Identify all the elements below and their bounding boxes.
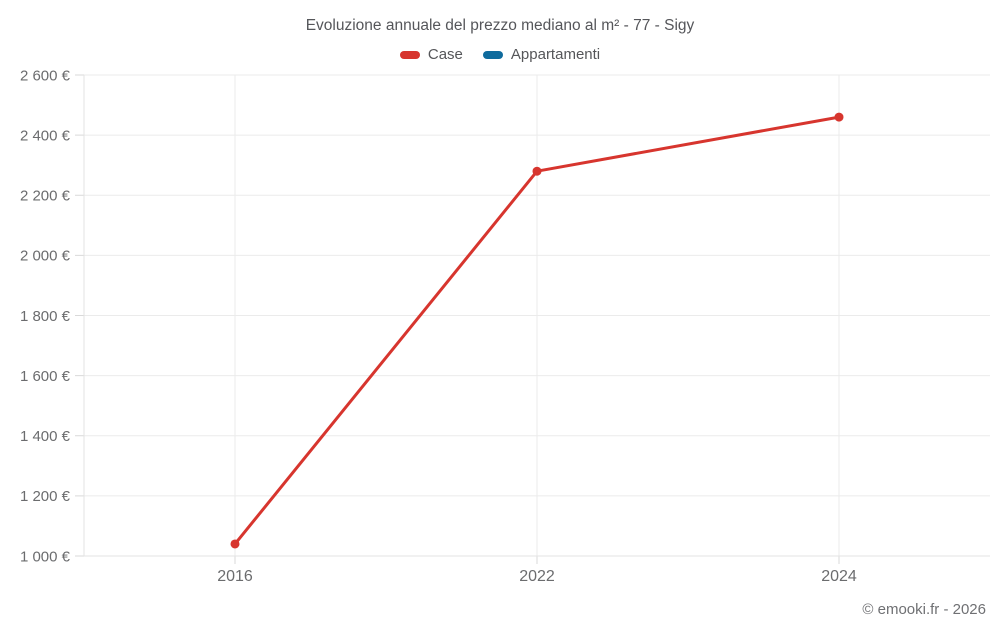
legend-label-case: Case: [427, 46, 463, 63]
svg-text:2022: 2022: [519, 568, 555, 585]
series-case: [230, 112, 844, 549]
svg-text:1 600 €: 1 600 €: [20, 368, 71, 385]
svg-text:2 000 €: 2 000 €: [20, 248, 71, 265]
data-point-case-2016[interactable]: [230, 539, 240, 549]
axis-lines: [83, 75, 990, 557]
svg-text:1 800 €: 1 800 €: [20, 308, 71, 325]
svg-text:2024: 2024: [821, 568, 857, 585]
y-axis-grid: 1 000 € 1 200 € 1 400 € 1 600 € 1 800 € 2 000…: [20, 67, 990, 565]
svg-text:2 400 €: 2 400 €: [20, 127, 71, 144]
svg-text:1 400 €: 1 400 €: [20, 428, 71, 445]
svg-text:2 200 €: 2 200 €: [20, 188, 71, 205]
chart-legend: Case Appartamenti: [0, 46, 1000, 63]
svg-text:1 200 €: 1 200 €: [20, 488, 71, 505]
svg-text:1 000 €: 1 000 €: [20, 548, 71, 565]
legend-item-case[interactable]: Case: [399, 46, 463, 63]
x-axis-grid: 2016 2022 2024: [217, 75, 857, 585]
svg-text:2 600 €: 2 600 €: [20, 67, 71, 84]
legend-label-appartamenti: Appartamenti: [510, 46, 601, 63]
copyright-credit: © emooki.fr - 2026: [862, 601, 986, 618]
legend-item-appartamenti[interactable]: Appartamenti: [482, 46, 601, 63]
data-point-case-2024[interactable]: [834, 112, 844, 122]
case-series-swatch-icon: [399, 50, 420, 59]
svg-text:2016: 2016: [217, 568, 253, 585]
chart-title: Evoluzione annuale del prezzo mediano al…: [305, 17, 695, 34]
appartamenti-series-swatch-icon: [482, 50, 503, 59]
data-point-case-2022[interactable]: [532, 166, 542, 176]
